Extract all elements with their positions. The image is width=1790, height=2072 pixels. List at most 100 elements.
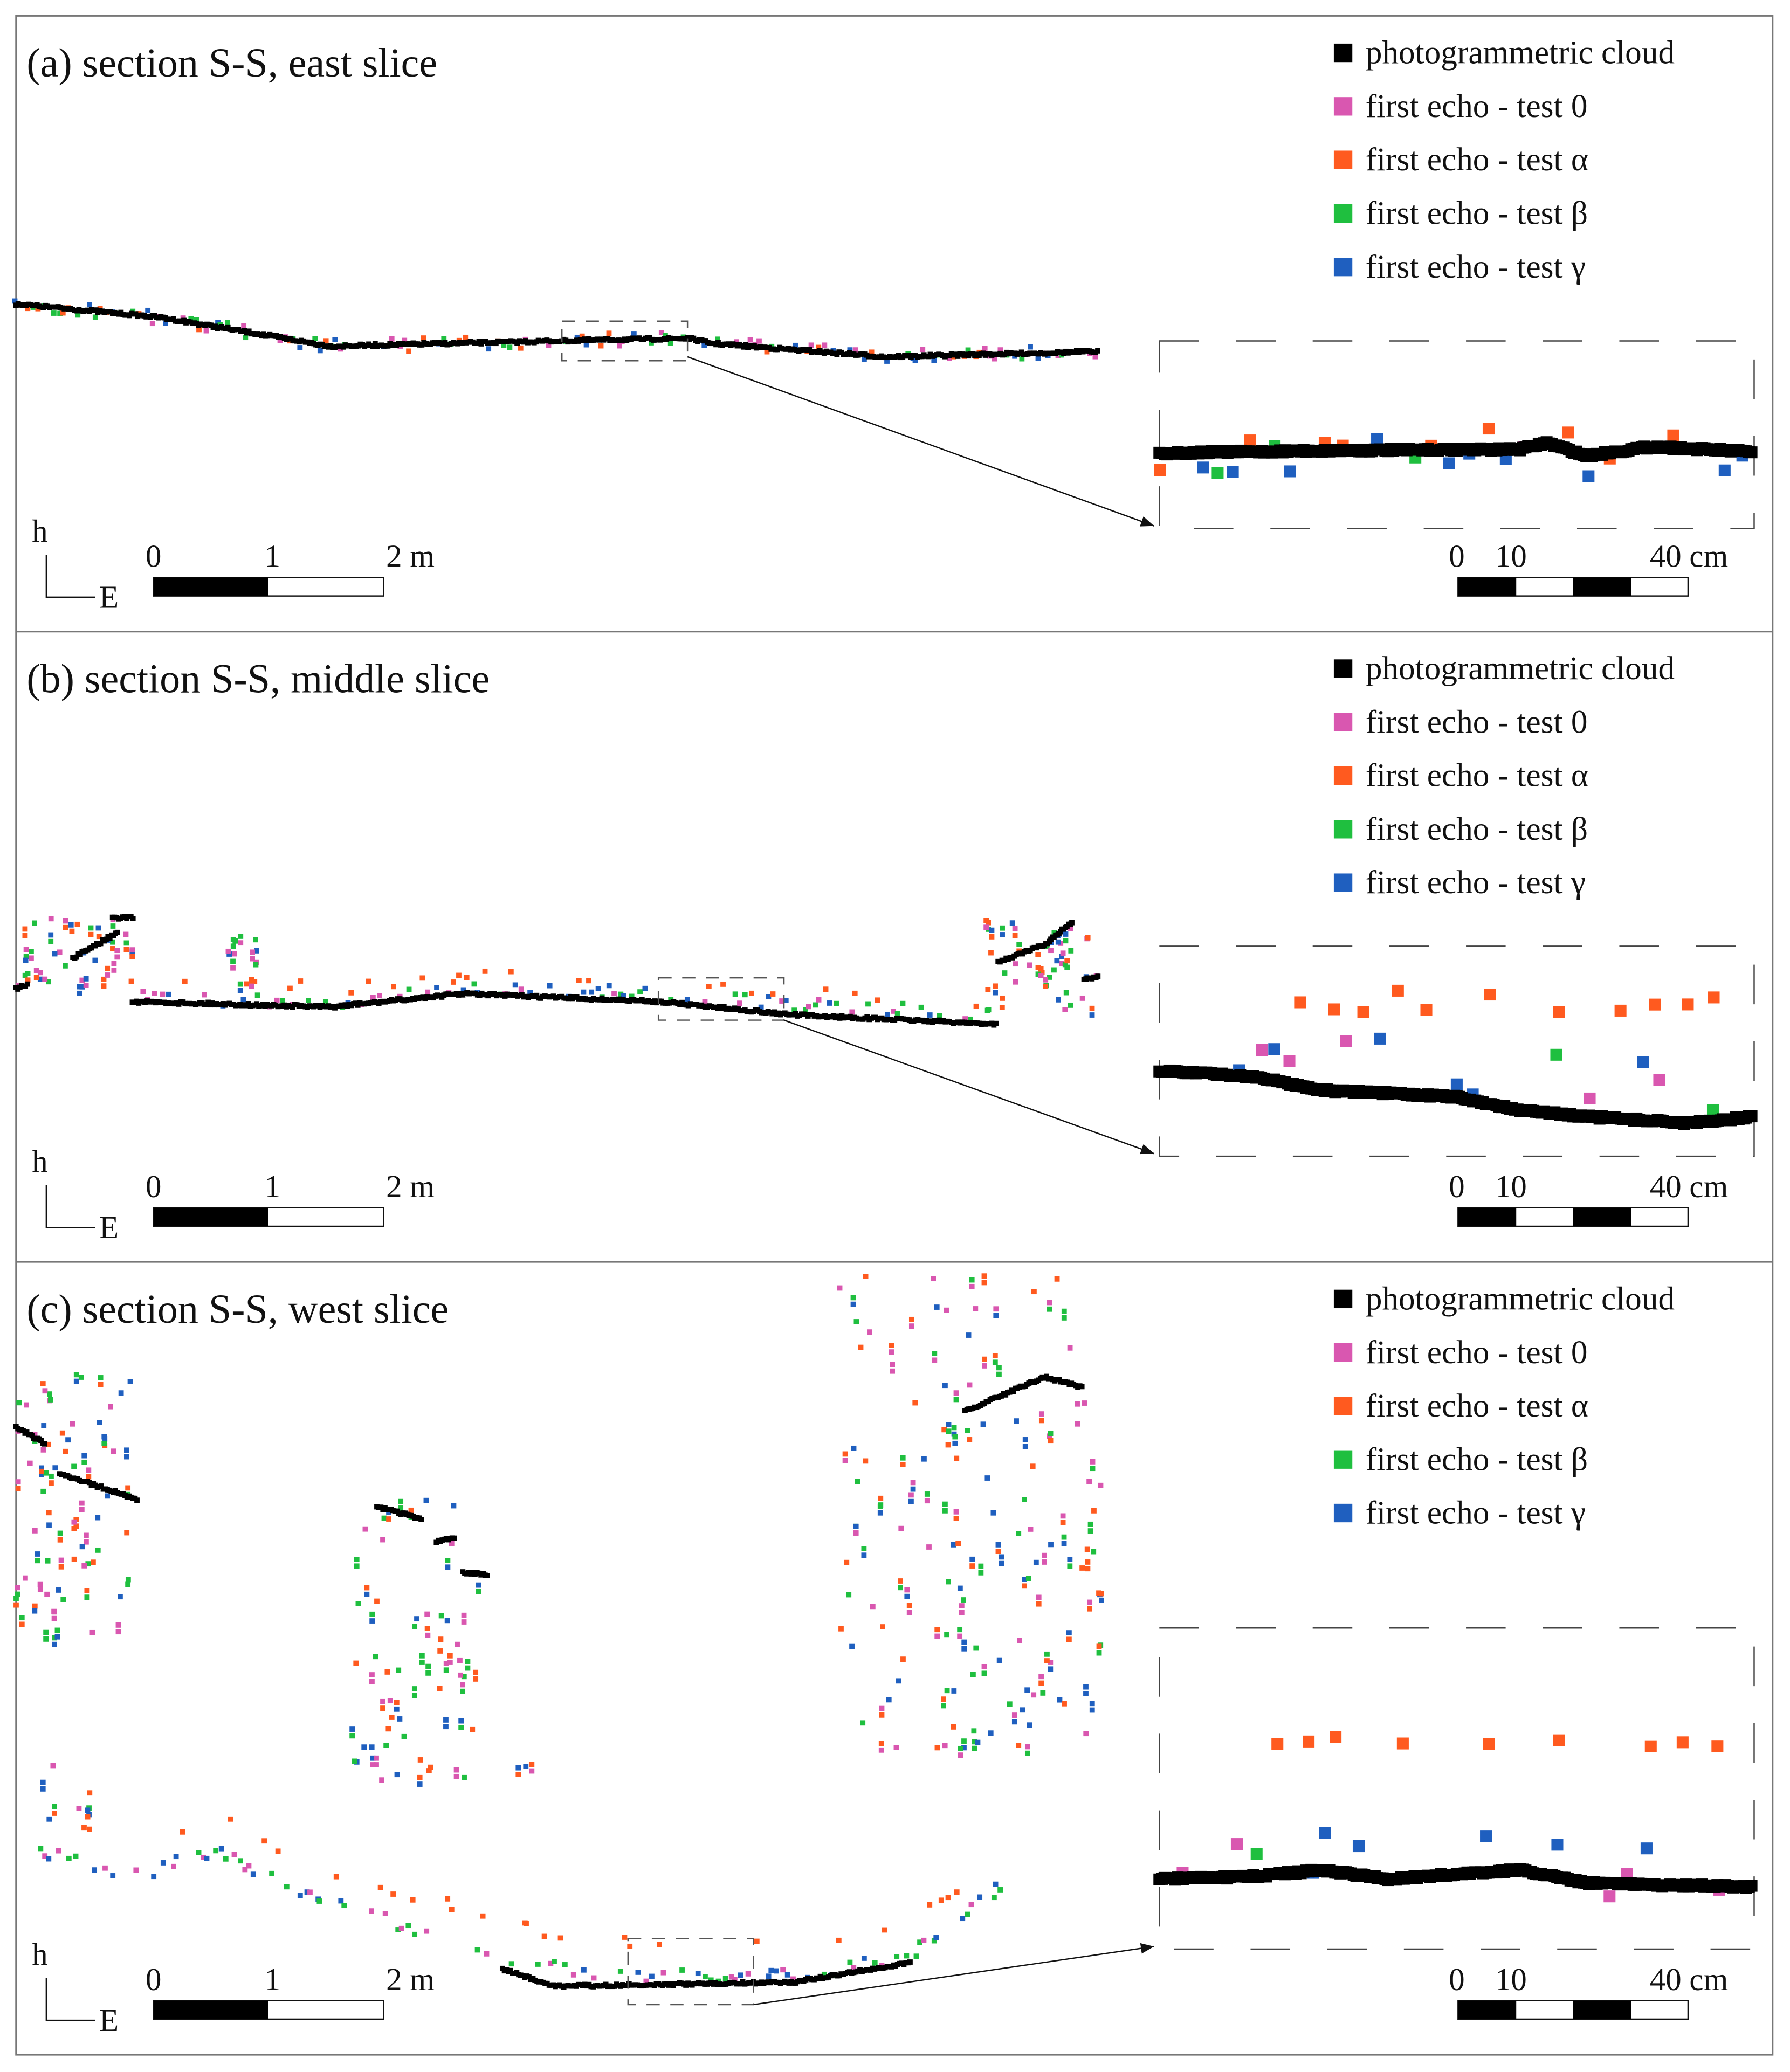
point	[465, 1659, 471, 1664]
point	[51, 1615, 57, 1621]
point	[24, 981, 30, 987]
point	[470, 1726, 476, 1732]
point	[1039, 970, 1045, 975]
point	[1022, 1444, 1028, 1449]
legend-swatch	[1333, 150, 1353, 169]
point	[981, 1670, 987, 1676]
point	[408, 1507, 414, 1513]
point	[73, 1372, 79, 1378]
point	[1035, 965, 1041, 970]
point	[51, 310, 57, 316]
point	[269, 1870, 275, 1876]
point	[952, 1434, 958, 1440]
point	[387, 1698, 393, 1704]
point	[74, 954, 79, 960]
point	[323, 338, 329, 344]
point	[924, 1491, 930, 1497]
point	[81, 1563, 87, 1569]
point	[50, 1763, 56, 1769]
point	[679, 1967, 685, 1973]
point	[476, 1582, 481, 1588]
point	[872, 1960, 878, 1966]
point	[473, 1669, 479, 1675]
point	[581, 1967, 587, 1973]
scale-label: 1	[265, 1169, 280, 1204]
point	[22, 926, 28, 932]
point	[152, 991, 157, 996]
point	[13, 1596, 19, 1601]
point	[894, 1954, 900, 1959]
point	[130, 916, 136, 921]
point	[60, 1597, 66, 1602]
point	[1682, 998, 1694, 1011]
point	[254, 948, 259, 954]
point	[394, 1772, 400, 1778]
point	[114, 929, 120, 935]
point	[793, 342, 798, 348]
scale-label: 0	[146, 539, 161, 574]
point	[1086, 1479, 1092, 1484]
point	[19, 1615, 25, 1621]
point	[658, 330, 664, 335]
point	[969, 1277, 975, 1283]
point	[56, 1848, 61, 1854]
point	[982, 1363, 987, 1369]
point	[1227, 466, 1239, 478]
point	[1022, 1437, 1028, 1442]
point	[1095, 973, 1101, 979]
inset-scale-label: 10	[1495, 539, 1527, 574]
legend-swatch	[1333, 1289, 1353, 1309]
point	[967, 1437, 973, 1442]
point	[39, 1472, 44, 1477]
point	[1087, 1521, 1093, 1527]
point	[19, 1621, 25, 1627]
point	[102, 1865, 108, 1871]
point	[110, 946, 115, 951]
inset-scale-fill	[1573, 577, 1631, 596]
point	[1055, 939, 1061, 945]
point	[931, 358, 937, 363]
point	[369, 1611, 375, 1617]
point	[1017, 1638, 1022, 1643]
point	[92, 957, 98, 963]
point	[40, 1488, 46, 1494]
point	[95, 925, 101, 931]
point	[52, 1635, 57, 1641]
point	[1303, 1735, 1315, 1748]
point	[958, 1752, 963, 1758]
point	[791, 1007, 797, 1013]
point	[852, 990, 858, 996]
point	[822, 342, 828, 348]
point	[23, 957, 29, 963]
point	[1392, 984, 1404, 997]
point	[25, 977, 31, 983]
point	[453, 1767, 459, 1773]
point	[123, 940, 129, 946]
point	[449, 1541, 455, 1546]
point	[32, 1528, 38, 1534]
point	[1027, 1722, 1032, 1728]
point	[961, 1745, 967, 1751]
point	[242, 1867, 248, 1873]
point	[438, 1636, 444, 1642]
point	[77, 984, 82, 990]
legend-label: first echo - test α	[1366, 141, 1588, 178]
point	[878, 1741, 884, 1746]
point	[63, 924, 68, 930]
point	[398, 1505, 404, 1511]
point	[827, 1000, 832, 1006]
point	[1562, 426, 1574, 439]
point	[904, 1593, 910, 1599]
panel-title: (b) section S-S, middle slice	[26, 657, 490, 702]
point	[380, 1705, 385, 1711]
point	[394, 1700, 400, 1705]
point	[111, 1448, 116, 1454]
point	[931, 1276, 936, 1282]
point	[287, 985, 293, 991]
point	[910, 1480, 916, 1486]
point	[115, 1622, 121, 1628]
point	[969, 1563, 975, 1569]
point	[1027, 962, 1032, 968]
point	[43, 1629, 49, 1635]
point	[163, 320, 168, 326]
